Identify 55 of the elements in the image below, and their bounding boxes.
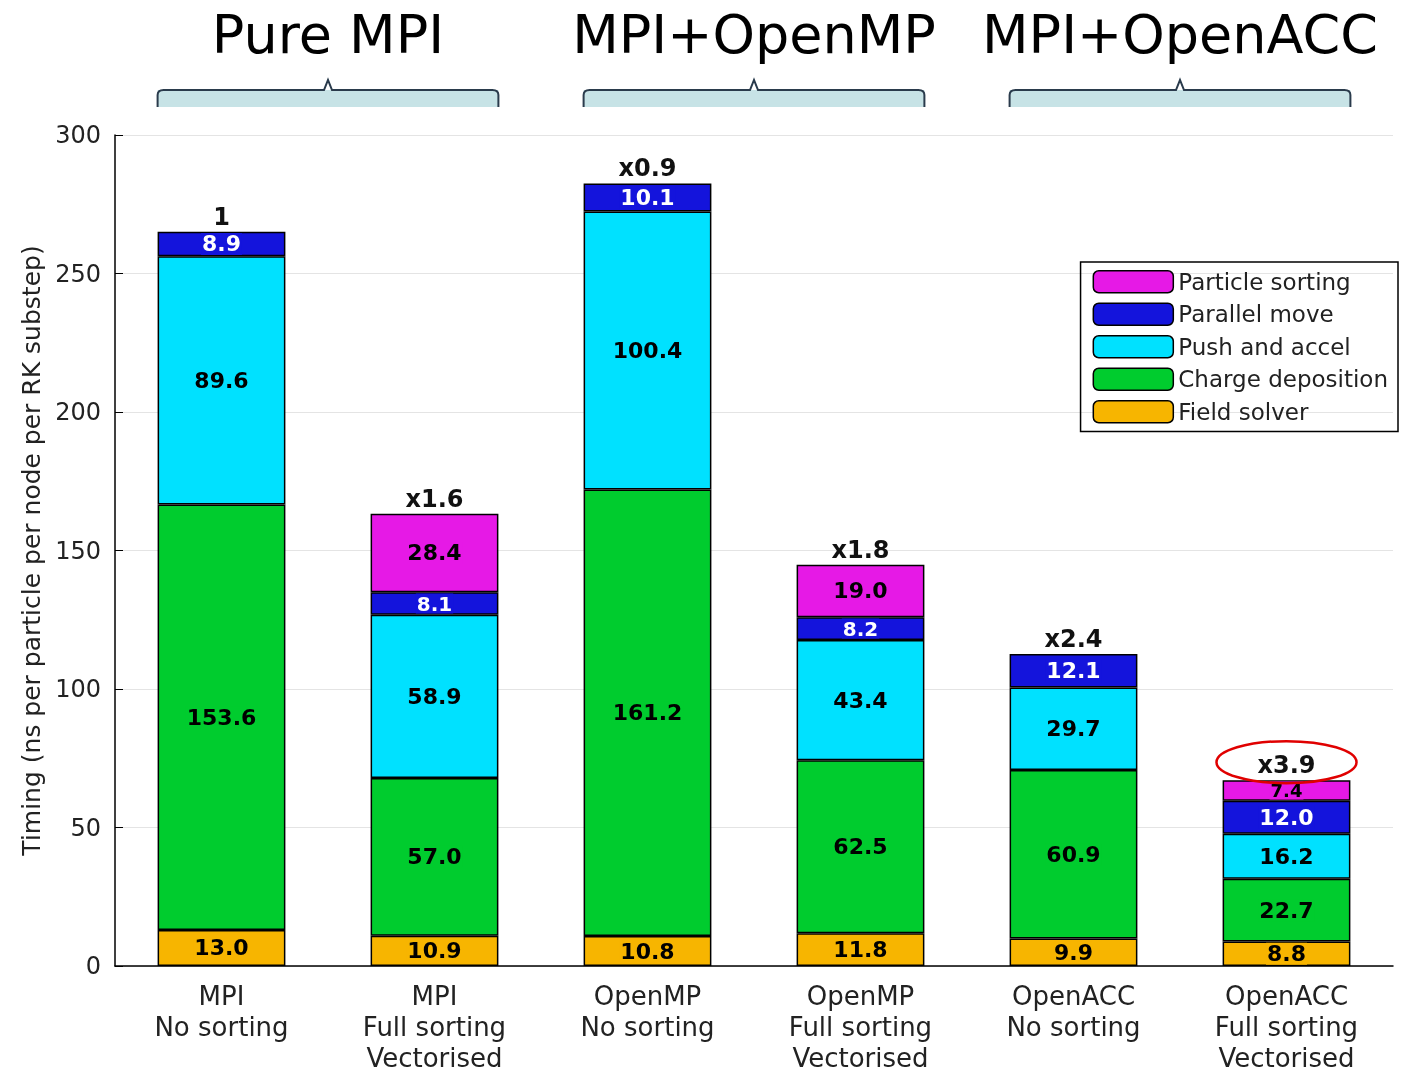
- x-tick-label: OpenMP No sorting: [580, 980, 715, 1042]
- x-tick-label: OpenACC Full sorting Vectorised: [1214, 980, 1359, 1073]
- data-label: 89.6: [194, 367, 249, 393]
- legend-label: Parallel move: [1178, 301, 1334, 328]
- x-tick-label: OpenACC No sorting: [1006, 980, 1141, 1042]
- data-label: 8.9: [202, 231, 241, 257]
- text: MPI+OpenMP: [572, 3, 936, 66]
- y-axis-title: Timing (ns per particle per node per RK substep): [17, 245, 47, 857]
- text: Pure MPI: [211, 3, 445, 66]
- y-tick-label: 300: [55, 121, 101, 149]
- annotation: x0.9: [618, 154, 677, 183]
- data-label: 19.0: [833, 578, 888, 604]
- y-tick-label: 200: [55, 398, 101, 426]
- data-label: 43.4: [833, 687, 888, 713]
- data-label: 22.7: [1259, 897, 1314, 923]
- data-label: 8.2: [842, 616, 879, 641]
- legend-label: Charge deposition: [1178, 366, 1389, 393]
- y-tick-label: 150: [55, 536, 101, 565]
- data-label: 153.6: [186, 704, 257, 730]
- data-label: 8.1: [416, 591, 453, 616]
- data-label: 8.8: [1267, 941, 1306, 967]
- y-tick-label: 0: [85, 952, 101, 980]
- legend-label: Particle sorting: [1178, 268, 1351, 295]
- y-tick-label: 50: [70, 813, 101, 842]
- y-tick-label: 250: [55, 259, 101, 288]
- y-tick-label: 100: [55, 675, 101, 703]
- x-tick-label: OpenMP Full sorting Vectorised: [788, 980, 933, 1073]
- data-label: 161.2: [612, 700, 683, 726]
- annotation: x3.9: [1257, 751, 1316, 780]
- data-label: 11.8: [833, 937, 888, 963]
- legend-label: Field solver: [1178, 398, 1309, 425]
- data-label: 29.7: [1046, 716, 1101, 742]
- legend-label: Push and accel: [1178, 333, 1351, 360]
- data-label: 13.0: [194, 935, 249, 961]
- annotation: x1.8: [831, 535, 890, 564]
- text: MPI+OpenACC: [982, 3, 1378, 66]
- annotation: 1: [213, 202, 230, 231]
- data-label: 10.1: [620, 184, 675, 210]
- data-label: 28.4: [407, 540, 462, 566]
- x-tick-label: MPI Full sorting Vectorised: [362, 980, 507, 1073]
- data-label: 62.5: [833, 834, 888, 860]
- data-label: 57.0: [407, 844, 462, 870]
- data-label: 100.4: [612, 338, 683, 364]
- data-label: 9.9: [1054, 939, 1093, 965]
- x-tick-label: MPI No sorting: [154, 980, 289, 1042]
- data-label: 12.1: [1046, 658, 1101, 684]
- data-label: 58.9: [407, 683, 462, 709]
- annotation: x1.6: [405, 484, 464, 513]
- data-label: 10.8: [620, 938, 675, 964]
- data-label: 10.9: [407, 938, 462, 964]
- data-label: 16.2: [1259, 843, 1314, 869]
- data-label: 12.0: [1259, 804, 1314, 830]
- data-label: 60.9: [1046, 841, 1101, 867]
- data-label: 7.4: [1270, 779, 1303, 801]
- annotation: x2.4: [1044, 625, 1103, 654]
